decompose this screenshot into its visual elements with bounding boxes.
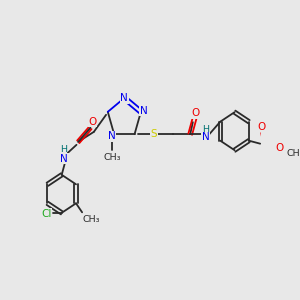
Text: O: O bbox=[258, 122, 266, 132]
Text: O: O bbox=[275, 143, 284, 153]
Text: O: O bbox=[88, 117, 96, 127]
Text: CH₃: CH₃ bbox=[103, 153, 121, 162]
Text: N: N bbox=[108, 131, 116, 141]
Text: Cl: Cl bbox=[41, 209, 51, 219]
Text: N: N bbox=[140, 106, 147, 116]
Text: S: S bbox=[150, 129, 157, 139]
Text: N: N bbox=[121, 93, 128, 103]
Text: O: O bbox=[191, 108, 200, 118]
Text: H: H bbox=[60, 145, 67, 154]
Text: CH₃: CH₃ bbox=[286, 149, 300, 158]
Text: H: H bbox=[202, 125, 209, 134]
Text: N: N bbox=[202, 132, 210, 142]
Text: CH₃: CH₃ bbox=[82, 215, 100, 224]
Text: N: N bbox=[61, 154, 68, 164]
